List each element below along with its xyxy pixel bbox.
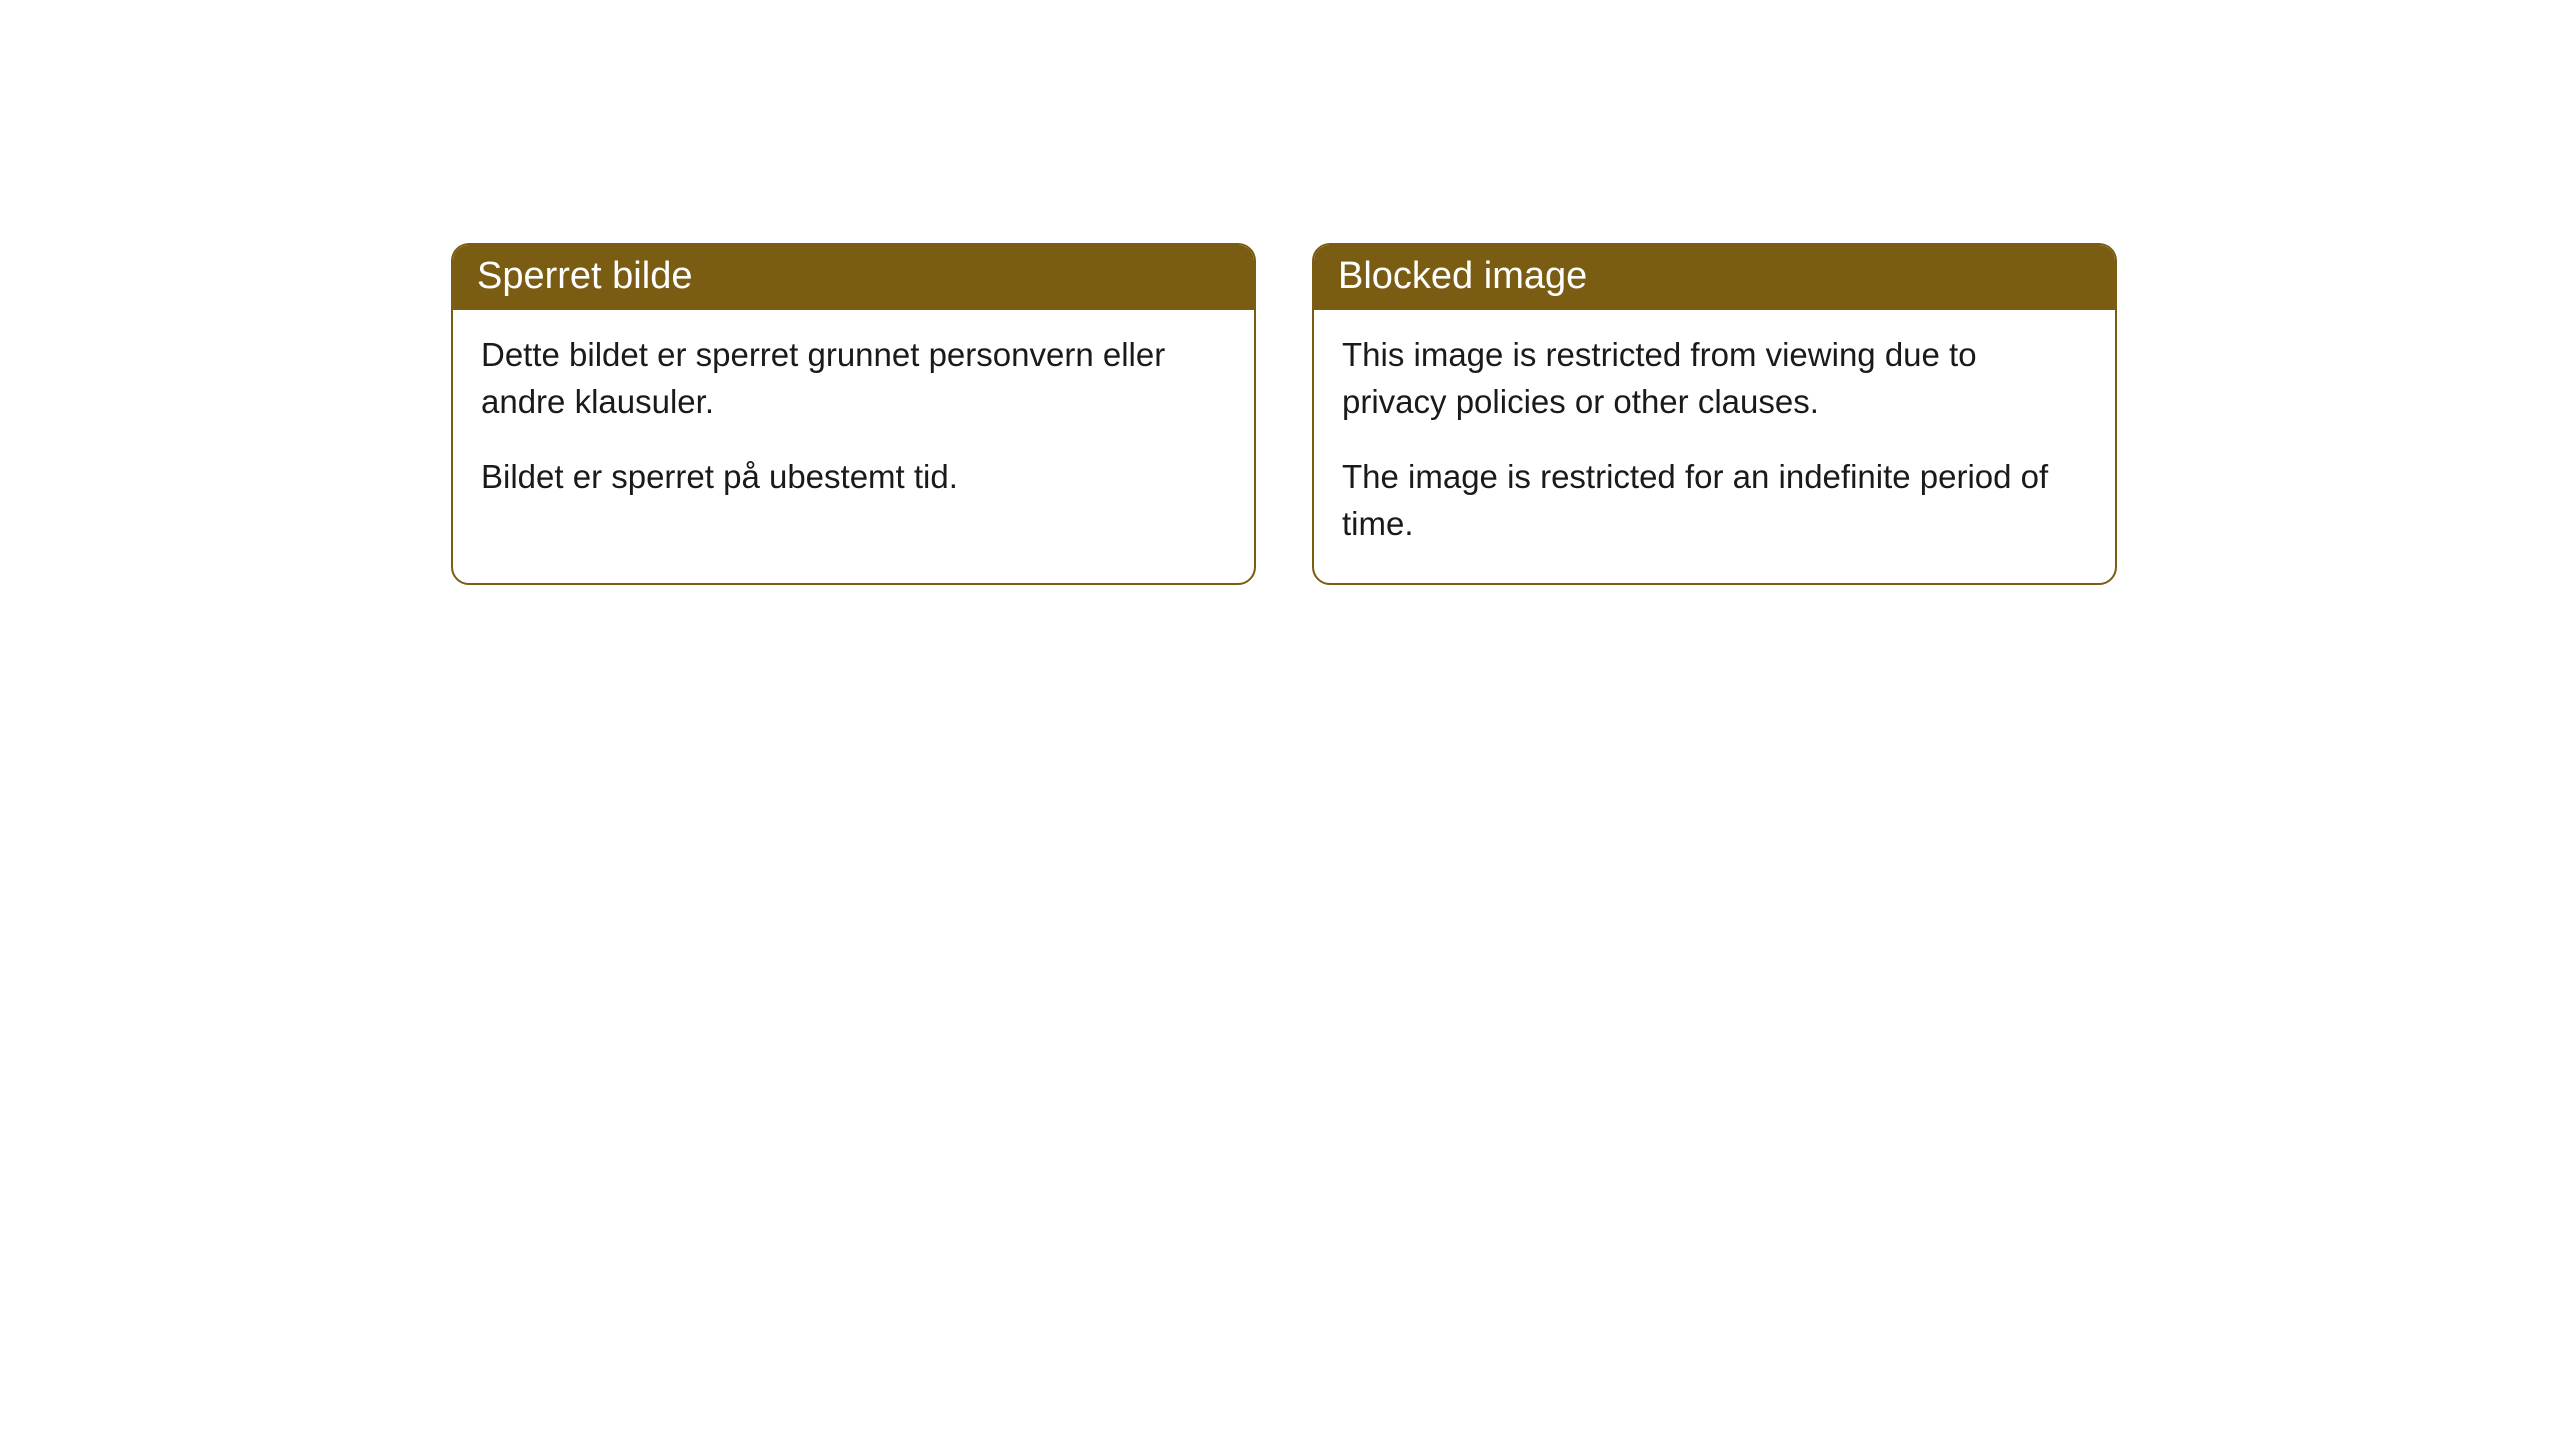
card-paragraph: This image is restricted from viewing du… bbox=[1342, 332, 2087, 426]
card-paragraph: The image is restricted for an indefinit… bbox=[1342, 454, 2087, 548]
card-body-norwegian: Dette bildet er sperret grunnet personve… bbox=[453, 310, 1254, 537]
card-paragraph: Dette bildet er sperret grunnet personve… bbox=[481, 332, 1226, 426]
card-english: Blocked image This image is restricted f… bbox=[1312, 243, 2117, 585]
card-paragraph: Bildet er sperret på ubestemt tid. bbox=[481, 454, 1226, 501]
cards-container: Sperret bilde Dette bildet er sperret gr… bbox=[451, 243, 2117, 585]
card-norwegian: Sperret bilde Dette bildet er sperret gr… bbox=[451, 243, 1256, 585]
card-header-english: Blocked image bbox=[1314, 245, 2115, 310]
card-body-english: This image is restricted from viewing du… bbox=[1314, 310, 2115, 583]
card-header-norwegian: Sperret bilde bbox=[453, 245, 1254, 310]
